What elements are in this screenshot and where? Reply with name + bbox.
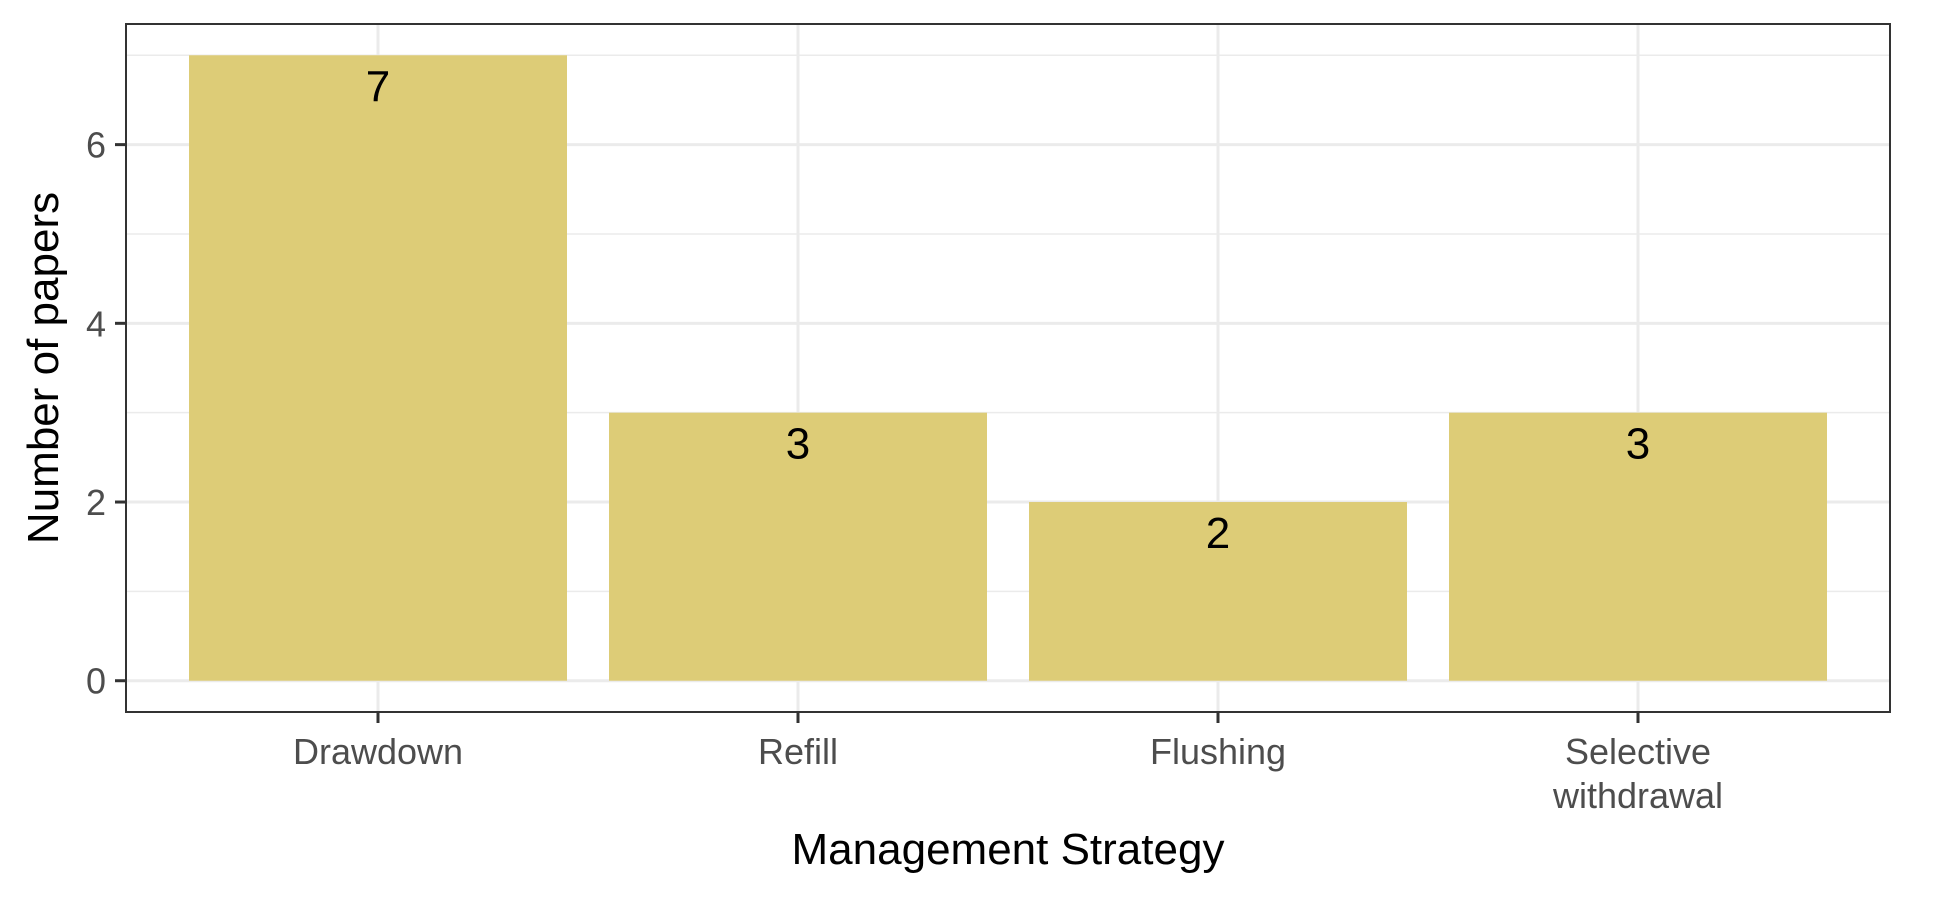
axes: 0 2 4 6 Drawdown Refill Flushing Selectivewithd…: [86, 125, 1723, 816]
bar: [1029, 502, 1407, 681]
x-tick-label: Refill: [758, 731, 838, 772]
panel-border: [125, 23, 1891, 713]
x-tick-label: Drawdown: [293, 731, 463, 772]
data-label: 7: [366, 62, 390, 111]
x-tick-label: withdrawal: [1552, 775, 1723, 816]
data-label: 3: [1626, 420, 1650, 469]
y-tick-label: 0: [86, 661, 106, 702]
bar: [189, 55, 567, 681]
y-axis-title: Number of papers: [19, 192, 68, 544]
data-labels: 7 3 2 3: [366, 62, 1650, 558]
data-label: 3: [786, 420, 810, 469]
y-tick-label: 6: [86, 125, 106, 166]
data-label: 2: [1206, 509, 1230, 558]
y-tick-label: 2: [86, 482, 106, 523]
y-tick-label: 4: [86, 303, 106, 344]
x-axis-title: Management Strategy: [792, 825, 1225, 874]
bar: [609, 412, 987, 681]
bar: [1449, 412, 1827, 681]
x-tick-label: Flushing: [1150, 731, 1286, 772]
x-tick-label: Selective: [1565, 731, 1711, 772]
bars: [189, 55, 1827, 681]
